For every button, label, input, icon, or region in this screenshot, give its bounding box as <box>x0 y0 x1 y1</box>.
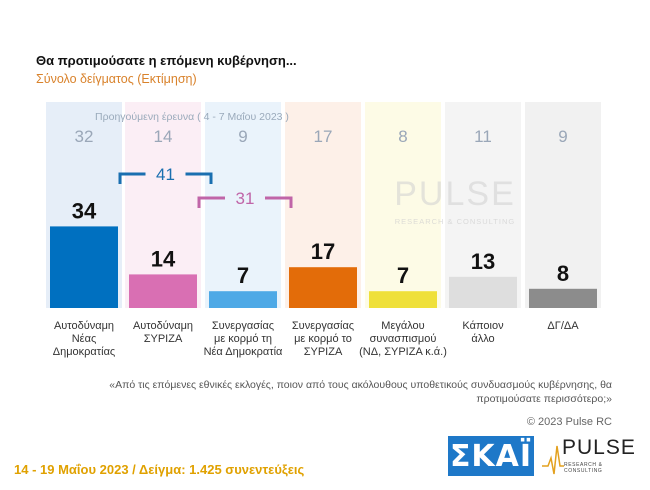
chart-subtitle: Σύνολο δείγματος (Εκτίμηση) <box>36 72 197 86</box>
previous-value-label: 9 <box>558 127 567 146</box>
previous-value-label: 11 <box>474 127 492 146</box>
copyright-text: © 2023 Pulse RC <box>526 416 612 428</box>
bracket-syriza-coalition-label: 31 <box>236 189 255 208</box>
pulse-watermark-sub: RESEARCH & CONSULTING <box>395 217 515 226</box>
pulse-wave-icon <box>542 445 564 475</box>
previous-value-label: 9 <box>238 127 247 146</box>
category-label: Συνεργασίας με κορμό το ΣΥΡΙΖΑ <box>292 320 354 358</box>
pulse-logo-text: PULSE <box>562 436 636 459</box>
bar <box>129 274 197 308</box>
bracket-nd-coalition-left <box>118 172 146 184</box>
previous-value-label: 8 <box>398 127 407 146</box>
previous-value-label: 32 <box>75 127 94 146</box>
bar <box>369 291 437 308</box>
skai-logo: ΣΚΑΪ <box>448 436 534 476</box>
category-label: Αυτοδύναμη Νέας Δημοκρατίας <box>53 320 116 358</box>
bar-value-label: 14 <box>151 246 176 271</box>
column-background <box>125 102 201 308</box>
chart-title: Θα προτιμούσατε η επόμενη κυβέρνηση... <box>36 53 297 68</box>
previous-survey-note: Προηγούμενη έρευνα ( 4 - 7 Μαΐου 2023 ) <box>95 111 289 123</box>
category-label: Συνεργασίας με κορμό τη Νέα Δημοκρατία <box>204 320 283 358</box>
bracket-syriza-coalition-left <box>197 196 225 208</box>
bar-value-label: 7 <box>397 263 409 288</box>
survey-footer: 14 - 19 Μαΐου 2023 / Δείγμα: 1.425 συνεν… <box>14 462 305 477</box>
category-label: Αυτοδύναμη ΣΥΡΙΖΑ <box>133 320 193 345</box>
bar-value-label: 13 <box>471 249 495 274</box>
bar <box>289 267 357 308</box>
pulse-watermark: PULSE <box>394 175 516 213</box>
previous-value-label: 17 <box>314 127 333 146</box>
bar-value-label: 17 <box>311 239 335 264</box>
bar-value-label: 34 <box>72 198 97 223</box>
column-background <box>445 102 521 308</box>
survey-question: «Από τις επόμενες εθνικές εκλογές, ποιον… <box>109 379 612 405</box>
column-background <box>365 102 441 308</box>
bar <box>209 291 277 308</box>
pulse-logo-subtext: RESEARCH & CONSULTING <box>564 462 603 474</box>
bar-value-label: 8 <box>557 261 569 286</box>
previous-value-label: 14 <box>154 127 173 146</box>
bracket-syriza-coalition-right <box>265 196 293 208</box>
bracket-nd-coalition-label: 41 <box>156 165 175 184</box>
bar-value-label: 7 <box>237 263 249 288</box>
category-label: Μεγάλου συνασπισμού (ΝΔ, ΣΥΡΙΖΑ κ.ά.) <box>359 320 447 358</box>
pulse-logo: PULSE RESEARCH & CONSULTING <box>542 436 642 478</box>
category-label: Κάποιον άλλο <box>462 320 504 345</box>
bar <box>50 226 118 308</box>
bracket-nd-coalition-right <box>185 172 213 184</box>
category-label: ΔΓ/ΔΑ <box>547 320 579 332</box>
bar <box>529 288 597 308</box>
column-background <box>525 102 601 308</box>
bar <box>449 276 517 308</box>
column-background <box>205 102 281 308</box>
